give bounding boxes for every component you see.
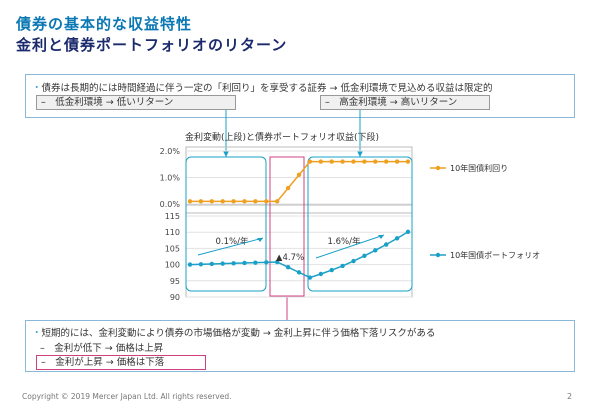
arrow-head xyxy=(378,235,384,239)
short-term-line: ・短期的には、金利変動により債券の市場価格が変動 → 金利上昇に伴う価格下落リス… xyxy=(32,325,435,339)
upper-series xyxy=(187,159,411,204)
trend-arrow xyxy=(315,234,385,259)
chart-title: 金利変動(上段)と債券ポートフォリオ収益(下段) xyxy=(185,131,379,143)
y-tick-label: 1.0% xyxy=(160,174,181,183)
summary-line: ・債券は長期的には時間経過に伴う一定の「利回り」を享受する証券 → 低金利環境で… xyxy=(32,80,493,94)
portfolio-point xyxy=(231,261,236,266)
y-tick-label: 0.0% xyxy=(160,200,181,209)
bullet-icon: ・ xyxy=(32,328,42,339)
tag-high-rate: – 高金利環境 → 高いリターン xyxy=(320,95,490,110)
portfolio-point xyxy=(209,261,214,267)
yield-point xyxy=(340,159,345,164)
portfolio-point xyxy=(242,260,247,266)
period2-highlight xyxy=(269,156,305,297)
upper-grid xyxy=(186,150,412,205)
portfolio-point xyxy=(318,271,323,277)
portfolio-point xyxy=(362,253,367,259)
trend-arrow xyxy=(197,237,264,256)
chart-annotations: 0.1%/年 ▲4.7% 1.6%/年 xyxy=(197,234,385,263)
portfolio-point xyxy=(285,264,291,270)
portfolio-point xyxy=(220,261,225,266)
yield-line xyxy=(190,160,408,203)
yield-point xyxy=(285,185,291,191)
y-tick-label: 95 xyxy=(170,277,180,286)
period3-highlight xyxy=(307,156,413,292)
y-tick-label: 115 xyxy=(165,212,180,221)
yield-point xyxy=(405,159,411,164)
connector-arrows xyxy=(223,110,363,320)
portfolio-point xyxy=(307,275,313,280)
y-tick-label: 100 xyxy=(165,261,180,270)
period1-highlight xyxy=(185,156,267,292)
portfolio-point xyxy=(405,229,411,235)
yield-point xyxy=(318,159,323,164)
summary-text: 債券は長期的には時間経過に伴う一定の「利回り」を享受する証券 → 低金利環境で見… xyxy=(41,83,493,94)
y-tick-label: 90 xyxy=(170,293,180,302)
portfolio-point xyxy=(373,248,378,253)
page-title: 債券の基本的な収益特性 xyxy=(16,15,193,33)
yield-point xyxy=(384,159,389,164)
yield-point xyxy=(307,159,313,164)
yield-point xyxy=(242,199,247,204)
legend-marker xyxy=(435,252,441,258)
yield-point xyxy=(329,159,334,164)
yield-point xyxy=(362,159,367,164)
copyright: Copyright © 2019 Mercer Japan Ltd. All r… xyxy=(22,392,232,401)
y-tick-label: 110 xyxy=(165,228,180,237)
portfolio-point xyxy=(296,270,302,275)
portfolio-point xyxy=(198,262,204,267)
legend-label: 10年国債利回り xyxy=(450,163,508,173)
annotation-low-period: 0.1%/年 xyxy=(216,236,249,247)
rate-rise-tag: – 金利が上昇 → 価格は下落 xyxy=(36,355,206,370)
yield-point xyxy=(394,159,400,164)
page-subtitle: 金利と債券ポートフォリオのリターン xyxy=(16,36,288,54)
bullet-icon: ・ xyxy=(32,83,42,94)
yield-point xyxy=(264,199,269,204)
portfolio-point xyxy=(394,236,400,241)
upper-tick-labels: 2.0% 1.0% 0.0% xyxy=(160,147,181,209)
portfolio-point xyxy=(329,267,334,273)
portfolio-point xyxy=(187,262,193,267)
portfolio-point xyxy=(253,260,258,265)
lower-series xyxy=(187,229,411,280)
connector-arrow-head xyxy=(223,151,229,157)
yield-point xyxy=(220,199,225,204)
connector-arrow-head xyxy=(357,151,363,157)
portfolio-point xyxy=(264,260,269,265)
yield-point xyxy=(296,172,302,178)
short-term-text: 短期的には、金利変動により債券の市場価格が変動 → 金利上昇に伴う価格下落リスク… xyxy=(41,328,436,339)
lower-tick-labels: 115 110 105 100 95 90 xyxy=(165,212,180,302)
yield-point xyxy=(351,159,356,164)
tag-low-rate: – 低金利環境 → 低いリターン xyxy=(36,95,236,110)
arrow-head xyxy=(257,238,263,242)
yield-point xyxy=(209,199,214,204)
portfolio-point xyxy=(275,259,280,265)
yield-point xyxy=(231,199,236,204)
yield-point xyxy=(198,199,204,204)
y-tick-label: 105 xyxy=(165,244,180,253)
portfolio-point xyxy=(340,263,345,269)
yield-point xyxy=(187,199,193,204)
portfolio-point xyxy=(384,242,389,247)
rate-fall-line: – 金利が低下 → 価格は上昇 xyxy=(40,343,164,354)
annotation-high-period: 1.6%/年 xyxy=(328,236,361,247)
page-number: 2 xyxy=(567,392,573,401)
yield-point xyxy=(373,159,378,164)
annotation-drop: ▲4.7% xyxy=(276,253,304,263)
legend-label: 10年国債ポートフォリオ xyxy=(450,250,540,260)
yield-point xyxy=(253,199,258,204)
y-tick-label: 2.0% xyxy=(160,147,181,156)
portfolio-point xyxy=(351,258,356,264)
yield-point xyxy=(275,199,280,204)
chart-legend: 10年国債利回り 10年国債ポートフォリオ xyxy=(430,163,540,260)
legend-marker xyxy=(435,165,441,171)
